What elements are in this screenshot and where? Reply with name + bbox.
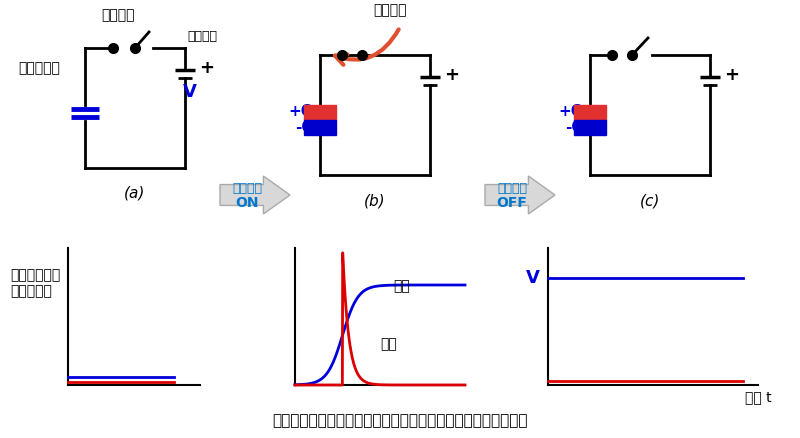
Text: (b): (b)	[364, 193, 386, 208]
Text: 直流電流: 直流電流	[374, 3, 406, 17]
Text: +Q: +Q	[288, 105, 314, 120]
FancyArrow shape	[485, 176, 555, 214]
Text: 時間 t: 時間 t	[746, 390, 772, 404]
Text: -Q: -Q	[294, 120, 314, 135]
Text: スイッチ: スイッチ	[102, 8, 134, 22]
FancyArrow shape	[220, 176, 290, 214]
Text: +: +	[199, 59, 214, 77]
Text: スイッチ: スイッチ	[497, 183, 527, 195]
Text: ON: ON	[235, 196, 258, 210]
Text: +Q: +Q	[558, 105, 584, 120]
Bar	[304, 105, 336, 120]
Text: (c): (c)	[640, 193, 660, 208]
Bar	[574, 105, 606, 120]
Text: V: V	[526, 269, 540, 287]
Text: -Q: -Q	[565, 120, 584, 135]
Text: V: V	[183, 83, 197, 101]
Text: 直流電源: 直流電源	[187, 29, 217, 42]
Bar	[304, 120, 336, 135]
Text: (a): (a)	[124, 186, 146, 201]
Text: +: +	[444, 66, 459, 84]
Text: 電圧・電流: 電圧・電流	[10, 284, 52, 298]
Text: 電圧: 電圧	[394, 279, 410, 293]
Bar	[574, 120, 606, 135]
Text: コンデンサ: コンデンサ	[18, 61, 60, 75]
Text: コンデンサの: コンデンサの	[10, 268, 60, 282]
Text: 電流: 電流	[380, 337, 397, 351]
Text: OFF: OFF	[497, 196, 527, 210]
Text: コンデンサに直流電圧をかけたときの電圧・電流・電荷の様子: コンデンサに直流電圧をかけたときの電圧・電流・電荷の様子	[272, 413, 528, 428]
Text: スイッチ: スイッチ	[232, 183, 262, 195]
Text: +: +	[724, 66, 739, 84]
